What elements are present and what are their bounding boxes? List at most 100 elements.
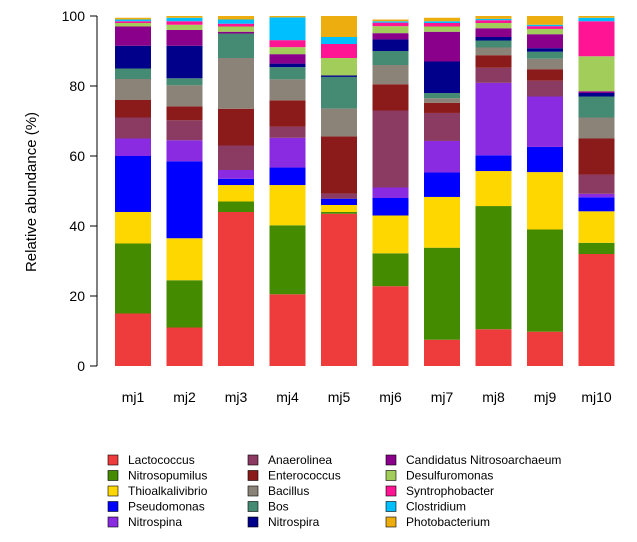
bar-segment-mj1-enterococcus (115, 100, 151, 118)
x-axis: mj1 mj2 mj3 mj4 mj5 mj6 mj7 mj8 mj9 mj10 (122, 389, 612, 405)
bar-segment-mj10-anaerolinea (578, 174, 615, 194)
bar-segment-mj5-bacillus (321, 108, 357, 137)
bar-segment-mj9-photobacterium (527, 16, 563, 25)
bar-segment-mj9-bos (527, 51, 563, 59)
bar-segment-mj3-nitrosopumilus (218, 201, 254, 212)
bar-segment-mj7-candidatus-nitrosoarchaeum (424, 31, 460, 62)
x-tick-label: mj8 (482, 389, 505, 405)
bar-segment-mj6-pseudomonas (372, 198, 409, 216)
bar-segment-mj7-nitrospira (424, 61, 460, 93)
bar-segment-mj9-desulfuromonas (527, 28, 563, 35)
x-tick-label: mj3 (225, 389, 248, 405)
bar-segment-mj6-candidatus-nitrosoarchaeum (372, 33, 409, 40)
bar-segment-mj7-syntrophobacter (424, 23, 460, 27)
y-tick-label: 20 (69, 288, 85, 304)
legend-item: Photobacterium (385, 515, 490, 529)
bar-segment-mj6-lactococcus (372, 286, 409, 366)
bar-segment-mj8-pseudomonas (475, 155, 512, 172)
bar-segment-mj6-nitrospina (372, 187, 409, 198)
bar-segment-mj4-thioalkalivibrio (269, 185, 306, 226)
bar-segment-mj5-lactococcus (321, 213, 357, 366)
x-tick-label: mj2 (173, 389, 196, 405)
bar-segment-mj2-enterococcus (166, 106, 203, 121)
bar-segment-mj4-bos (269, 67, 306, 80)
bar-segment-mj8-candidatus-nitrosoarchaeum (475, 28, 512, 37)
bar-segment-mj6-photobacterium (372, 19, 409, 22)
legend-item: Candidatus Nitrosoarchaeum (385, 453, 561, 467)
bar-segment-mj2-bacillus (166, 85, 203, 107)
legend-swatch (385, 485, 397, 497)
legend-swatch (247, 470, 259, 481)
x-tick-label: mj10 (581, 389, 612, 405)
bar-segment-mj7-bacillus (424, 98, 460, 103)
legend-label: Bos (268, 500, 289, 514)
bar-segment-mj8-bos (475, 40, 512, 48)
bar-segment-mj3-syntrophobacter (218, 23, 254, 27)
bar-segment-mj6-desulfuromonas (372, 26, 409, 34)
x-tick-label: mj4 (276, 389, 299, 405)
legend-swatch (247, 485, 259, 497)
legend-swatch (107, 501, 119, 512)
bar-segment-mj2-desulfuromonas (166, 24, 203, 30)
y-axis-title: Relative abundance (%) (23, 112, 40, 272)
legend-swatch (107, 470, 119, 481)
bar-segment-mj5-nitrosopumilus (321, 212, 357, 214)
bar-segment-mj8-enterococcus (475, 55, 512, 68)
legend-label: Nitrospira (268, 515, 320, 529)
bar-segment-mj8-desulfuromonas (475, 23, 512, 29)
bar-segment-mj10-photobacterium (578, 16, 615, 18)
bar-segment-mj2-photobacterium (166, 16, 203, 18)
bar-segment-mj3-bacillus (218, 58, 254, 109)
bar-segment-mj2-thioalkalivibrio (166, 238, 203, 281)
y-axis: 0 20 40 60 80 100 (62, 8, 98, 374)
bar-segment-mj3-photobacterium (218, 16, 254, 20)
legend-swatch (107, 454, 119, 466)
bar-segment-mj5-syntrophobacter (321, 44, 357, 58)
bar-segment-mj2-nitrosopumilus (166, 280, 203, 328)
bar-segment-mj1-bos (115, 68, 151, 79)
bar-segment-mj4-desulfuromonas (269, 47, 306, 55)
legend-label: Syntrophobacter (406, 484, 494, 498)
legend-item: Bacillus (247, 484, 309, 498)
bar-segment-mj2-candidatus-nitrosoarchaeum (166, 30, 203, 46)
legend-item: Anaerolinea (247, 453, 332, 467)
y-tick-label: 0 (77, 358, 85, 374)
bar-segment-mj5-thioalkalivibrio (321, 205, 357, 212)
bar-segment-mj2-pseudomonas (166, 161, 203, 239)
bar-segment-mj10-syntrophobacter (578, 21, 615, 57)
bar-segment-mj3-desulfuromonas (218, 26, 254, 32)
bar-segment-mj10-bos (578, 96, 615, 118)
bar-segment-mj2-anaerolinea (166, 120, 203, 141)
bar-segment-mj8-lactococcus (475, 329, 512, 366)
y-tick-label: 60 (69, 148, 85, 164)
bar-segment-mj10-clostridium (578, 17, 615, 22)
bar-segment-mj6-bos (372, 51, 409, 65)
bar-segment-mj7-lactococcus (424, 339, 460, 366)
bar-segment-mj5-nitrospira (321, 75, 357, 77)
bar-segment-mj1-bacillus (115, 79, 151, 100)
bar-segment-mj8-syntrophobacter (475, 20, 512, 23)
bar-segment-mj8-photobacterium (475, 16, 512, 19)
bar-segment-mj7-pseudomonas (424, 172, 460, 197)
legend-item: Syntrophobacter (385, 484, 494, 498)
bar-segment-mj1-nitrospina (115, 138, 151, 156)
bar-segment-mj6-clostridium (372, 21, 409, 23)
legend-item: Nitrosopumilus (107, 469, 207, 483)
bar-segment-mj3-anaerolinea (218, 145, 254, 170)
bar-segment-mj9-enterococcus (527, 69, 563, 81)
bar-segment-mj5-anaerolinea (321, 193, 357, 199)
bar-segment-mj8-nitrospira (475, 37, 512, 41)
x-tick-label: mj9 (534, 389, 557, 405)
legend-item: Lactococcus (107, 453, 195, 467)
bar-segment-mj4-pseudomonas (269, 167, 306, 186)
legend-swatch (385, 470, 397, 481)
bar-segment-mj6-anaerolinea (372, 110, 409, 188)
bar-segment-mj1-pseudomonas (115, 156, 151, 212)
bar-segment-mj4-clostridium (269, 17, 306, 41)
legend-label: Enterococcus (268, 469, 341, 483)
legend-label: Pseudomonas (128, 500, 205, 514)
bar-segment-mj9-nitrospina (527, 96, 563, 147)
bar-segment-mj3-pseudomonas (218, 178, 254, 186)
bar-segment-mj3-thioalkalivibrio (218, 185, 254, 202)
